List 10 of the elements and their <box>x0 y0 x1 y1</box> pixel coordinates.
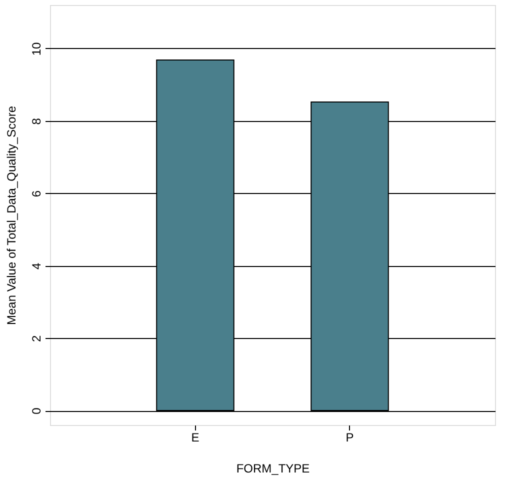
x-tick-label: P <box>346 430 354 444</box>
y-tick-label: 0 <box>30 407 44 414</box>
y-tick-label: 4 <box>30 262 44 270</box>
x-axis-title: FORM_TYPE <box>236 462 310 476</box>
y-tick-label: 6 <box>30 190 44 198</box>
y-tick-label: 8 <box>30 118 44 125</box>
y-tick-label: 10 <box>30 42 44 56</box>
y-tick-label: 2 <box>30 334 44 342</box>
y-axis-title: Mean Value of Total_Data_Quality_Score <box>4 106 18 326</box>
x-tick-label: E <box>191 430 200 444</box>
